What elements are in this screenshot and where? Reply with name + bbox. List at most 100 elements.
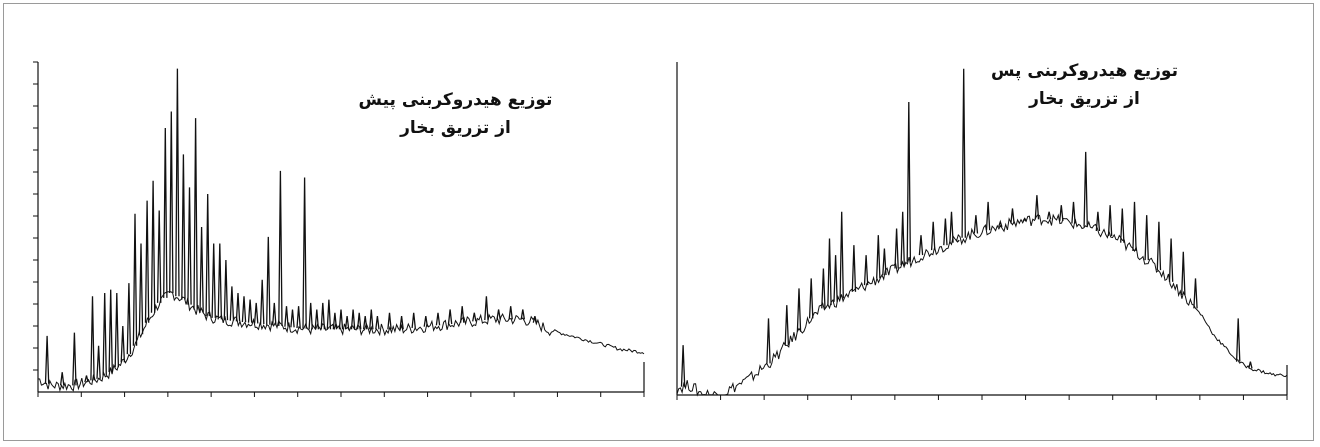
peak: [508, 306, 513, 320]
peak: [163, 127, 168, 298]
peak: [1034, 195, 1040, 220]
peak: [302, 177, 307, 329]
peak: [199, 226, 204, 313]
peak: [784, 305, 790, 346]
peak: [362, 316, 368, 330]
peak: [1168, 238, 1174, 282]
peak: [138, 243, 144, 335]
peak: [314, 309, 320, 330]
peak: [961, 68, 966, 238]
chart-title-line-1: توزیع هیدروکربنی پس: [991, 61, 1178, 81]
peak: [272, 302, 277, 326]
peak: [308, 302, 313, 330]
peak: [156, 210, 162, 303]
peak: [1235, 318, 1241, 362]
peak: [827, 238, 832, 306]
peak: [187, 187, 192, 305]
peak: [851, 245, 857, 292]
peak: [532, 315, 538, 323]
peak: [520, 309, 526, 320]
peak: [808, 278, 814, 319]
peak: [278, 170, 283, 327]
peak: [217, 243, 223, 320]
peak: [259, 279, 265, 325]
peak: [211, 243, 216, 318]
peak: [181, 154, 186, 300]
peak: [102, 292, 107, 376]
peak: [284, 306, 289, 327]
chromatogram-before: [33, 61, 645, 397]
peak: [356, 312, 362, 330]
peak: [126, 283, 132, 355]
peak: [900, 211, 905, 266]
peak: [338, 309, 344, 330]
peak: [387, 312, 392, 330]
peak: [290, 309, 295, 328]
peak: [1132, 201, 1137, 252]
peak: [955, 239, 960, 243]
peak: [930, 221, 936, 251]
peak: [350, 309, 356, 330]
peak: [1022, 217, 1027, 222]
peak: [949, 211, 954, 243]
chart-title-line-2: از تزریق بخار: [1029, 89, 1140, 109]
peak: [833, 255, 838, 302]
peak: [369, 309, 374, 330]
peak: [1156, 221, 1162, 271]
peak: [114, 292, 120, 368]
peak: [332, 312, 338, 330]
peak: [472, 312, 477, 322]
peak: [447, 309, 453, 325]
peak: [876, 235, 881, 279]
peak: [320, 302, 326, 330]
peak: [1046, 211, 1052, 220]
peak: [229, 286, 235, 321]
peak: [906, 101, 912, 262]
peak: [108, 289, 113, 373]
peak: [247, 299, 253, 323]
peak: [998, 219, 1003, 227]
peak: [1071, 201, 1076, 224]
peak: [484, 296, 489, 321]
peak: [1144, 215, 1149, 261]
peak: [59, 372, 65, 386]
peak: [205, 193, 210, 317]
chart-title-line-1: توزیع هیدروکربنی پیش: [358, 90, 553, 110]
peak: [132, 213, 138, 346]
peak: [241, 296, 247, 323]
peak: [169, 111, 174, 294]
peak: [150, 180, 156, 313]
peak: [459, 306, 465, 323]
peak: [821, 268, 826, 309]
peak: [1181, 251, 1186, 296]
peak: [44, 335, 50, 384]
peak: [1248, 361, 1253, 369]
peak: [1107, 205, 1113, 237]
peak: [680, 345, 686, 387]
peak: [175, 68, 180, 297]
peak: [296, 306, 301, 329]
peak: [882, 248, 887, 276]
peak: [96, 345, 101, 379]
peak: [344, 316, 350, 330]
peak: [411, 312, 416, 329]
peak: [1095, 211, 1101, 232]
peak: [1193, 278, 1198, 309]
peak: [496, 309, 501, 320]
chart-after-steam-injection: توزیع هیدروکربنی پس از تزریق بخار: [676, 0, 1289, 447]
peak: [839, 211, 844, 299]
peak: [1120, 208, 1125, 243]
peak: [326, 299, 332, 330]
peak: [423, 316, 429, 327]
peak: [766, 318, 771, 364]
peak: [399, 316, 404, 330]
peak: [84, 375, 89, 383]
peak: [1010, 208, 1015, 224]
peak: [973, 215, 979, 234]
peak: [435, 312, 441, 326]
peak: [863, 255, 869, 286]
peak: [375, 316, 380, 330]
chart-before-steam-injection: توزیع هیدروکربنی پیش از تزریق بخار: [33, 0, 646, 447]
peak: [193, 118, 198, 310]
peak: [144, 200, 150, 323]
